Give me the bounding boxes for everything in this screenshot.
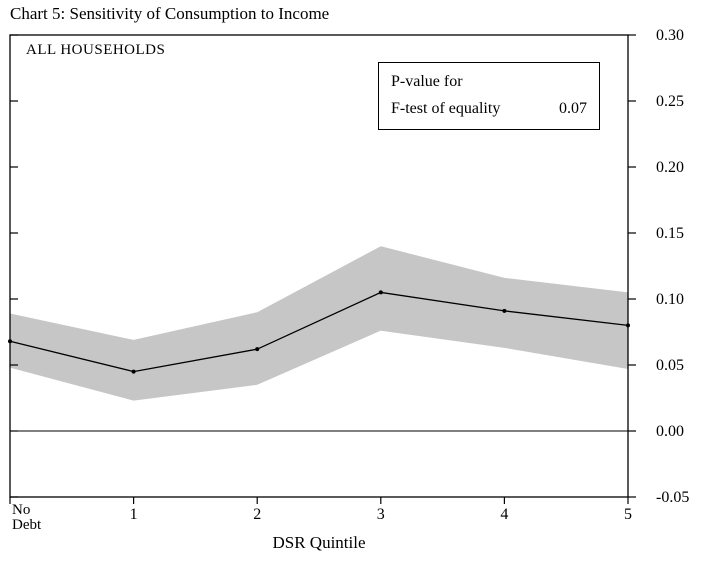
y-tick-label: 0.10 (656, 291, 684, 308)
data-point-marker (626, 323, 630, 328)
y-tick-label: -0.05 (656, 489, 689, 506)
y-tick-label: 0.05 (656, 357, 684, 374)
y-tick-label: 0.15 (656, 225, 684, 242)
confidence-band (10, 246, 628, 401)
y-tick-label: 0.30 (656, 27, 684, 44)
data-point-marker (255, 347, 260, 352)
series-label: ALL HOUSEHOLDS (26, 42, 166, 58)
estimate-line (9, 291, 629, 373)
data-point-marker (8, 339, 12, 344)
pvalue-value: 0.07 (559, 100, 587, 117)
pvalue-box: P-value for F-test of equality 0.07 (378, 62, 600, 130)
y-tick-label: 0.25 (656, 93, 684, 110)
x-tick-label: 4 (500, 506, 508, 523)
pvalue-label-line1: P-value for (391, 73, 463, 90)
data-point-marker (131, 369, 136, 374)
y-tick-label: 0.00 (656, 423, 684, 440)
x-tick-label: 2 (253, 506, 261, 523)
x-tick-label: 3 (377, 506, 385, 523)
x-tick-label: 1 (130, 506, 138, 523)
data-point-marker (378, 290, 383, 295)
data-point-marker (502, 308, 507, 313)
x-tick-label: 5 (624, 506, 632, 523)
x-axis-title: DSR Quintile (272, 533, 366, 552)
plot-border (9, 34, 629, 498)
chart-title: Chart 5: Sensitivity of Consumption to I… (10, 4, 330, 23)
pvalue-label-line2: F-test of equality (391, 100, 501, 117)
x-tick-label: No Debt (12, 502, 42, 533)
y-tick-label: 0.20 (656, 159, 684, 176)
